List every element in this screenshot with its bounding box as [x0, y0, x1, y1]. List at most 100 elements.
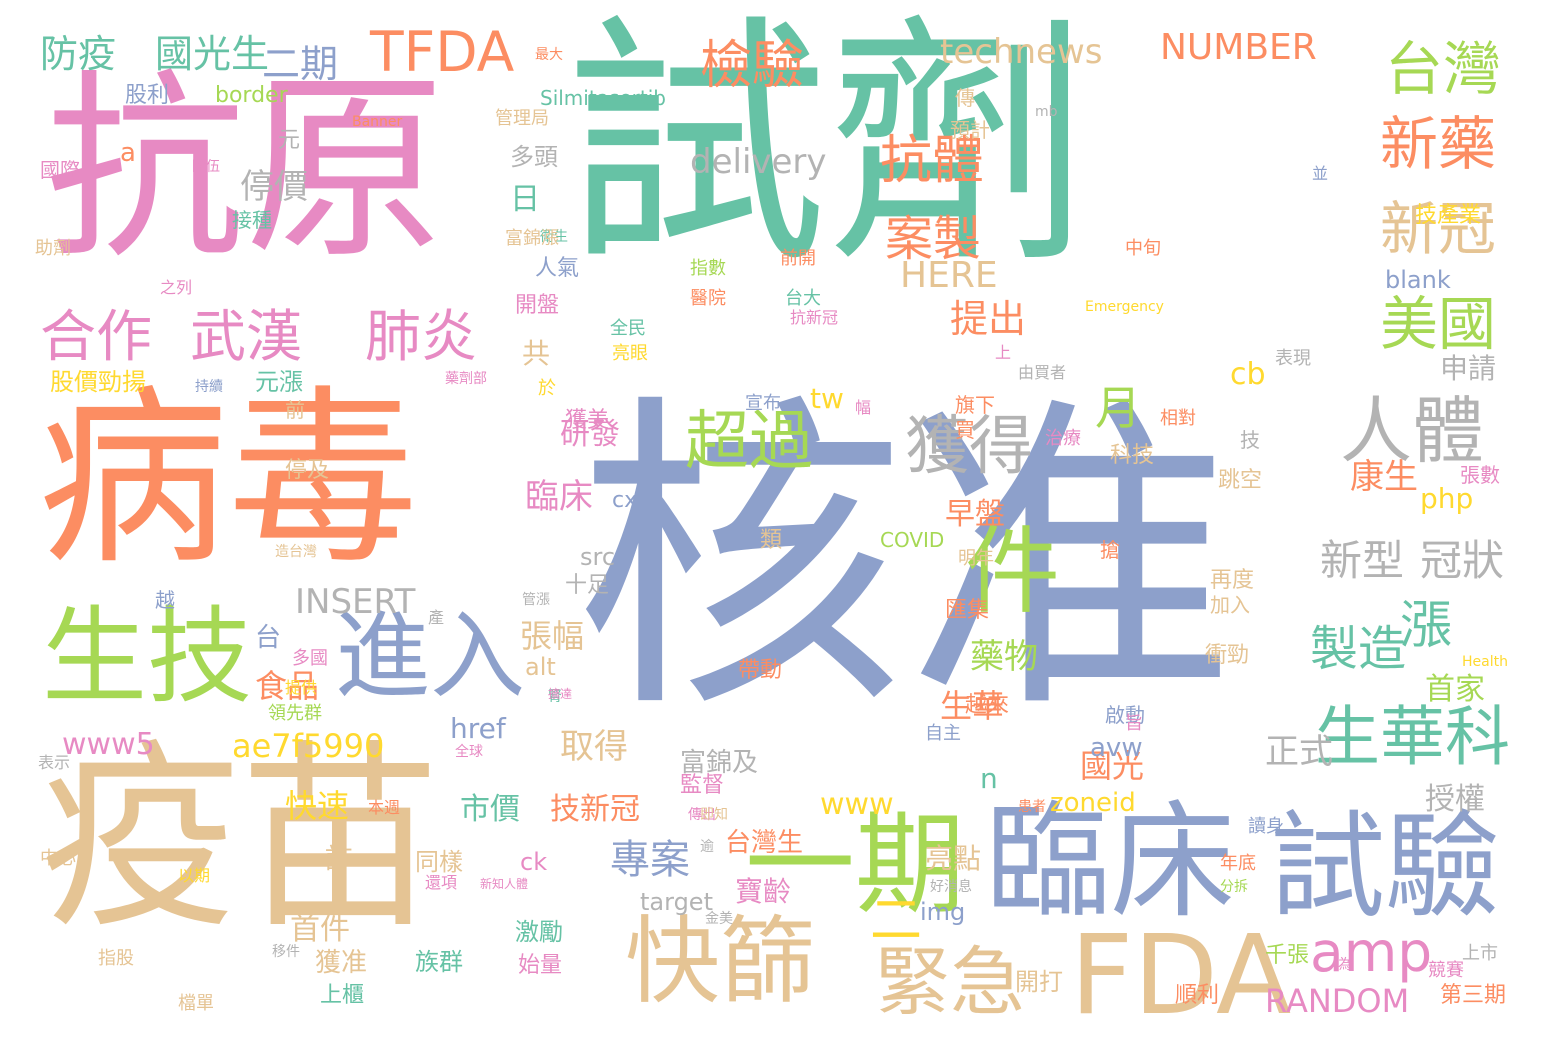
- cloud-word: 共: [522, 337, 551, 370]
- cloud-word: 技產業: [1415, 203, 1482, 228]
- cloud-word: zoneid: [1050, 788, 1136, 818]
- cloud-word: 旗下: [955, 393, 995, 417]
- cloud-word: 上: [995, 343, 1012, 362]
- cloud-word: 二期: [262, 42, 339, 86]
- cloud-word: 製造: [1310, 621, 1407, 677]
- cloud-word: 申請: [1440, 352, 1497, 385]
- cloud-word: 即知: [700, 807, 728, 823]
- cloud-word: 監督: [680, 773, 725, 798]
- cloud-word: RANDOM: [1265, 982, 1410, 1020]
- cloud-word: INSERT: [295, 582, 416, 622]
- cloud-word: 逾: [700, 839, 714, 855]
- cloud-word: 預計: [950, 118, 990, 142]
- cloud-word: COVID: [880, 528, 945, 552]
- cloud-word: 還項: [425, 873, 458, 892]
- cloud-word: 接種: [232, 208, 272, 232]
- cloud-word: 授權: [1425, 782, 1485, 817]
- cloud-word: img: [920, 898, 966, 926]
- cloud-word: avw: [1090, 733, 1143, 763]
- cloud-word: 旨: [1125, 713, 1143, 734]
- cloud-word: 除伍: [192, 159, 220, 175]
- cloud-word: 防疫: [40, 32, 117, 76]
- cloud-word: 檔單: [178, 993, 214, 1014]
- cloud-word: 明年: [958, 548, 994, 569]
- cloud-word: 亮眼: [612, 343, 648, 364]
- cloud-word: 科技: [1110, 443, 1155, 468]
- cloud-word: Emergency: [1085, 299, 1164, 315]
- cloud-word: TFDA: [370, 20, 515, 84]
- cloud-word: 好消息: [930, 879, 972, 895]
- cloud-word: href: [450, 712, 506, 745]
- cloud-word: 開盤: [515, 293, 560, 318]
- cloud-word: 領先群: [268, 703, 322, 724]
- cloud-word: 康生: [1350, 457, 1418, 497]
- cloud-word: 帶動: [738, 658, 783, 683]
- cloud-word: 提出: [950, 297, 1027, 341]
- cloud-word: 同樣: [415, 848, 463, 876]
- cloud-word: 買: [955, 418, 975, 442]
- cloud-word: Silmitasertib: [540, 86, 666, 110]
- cloud-word: 月: [1095, 381, 1141, 435]
- cloud-word: 中心: [40, 848, 76, 869]
- cloud-word: blank: [1385, 266, 1451, 294]
- cloud-word: 市價: [460, 792, 520, 827]
- cloud-word: 提供: [285, 678, 318, 697]
- cloud-word: FDA: [1070, 911, 1292, 1039]
- cloud-word: 表示: [38, 753, 71, 772]
- cloud-word: 停價: [240, 167, 308, 207]
- cloud-word: 管理局: [495, 108, 549, 129]
- cloud-word: 搶: [1100, 538, 1120, 562]
- cloud-word: 台灣: [1385, 35, 1502, 103]
- cloud-word: 越來: [965, 693, 1010, 718]
- cloud-word: 助劑: [35, 238, 71, 259]
- cloud-word: 持續: [195, 379, 223, 395]
- cloud-word: 件: [965, 517, 1061, 627]
- cloud-word: 專案: [610, 837, 690, 883]
- cloud-word: border: [215, 83, 288, 108]
- cloud-word: 抗體: [880, 131, 985, 191]
- cloud-word: 核准: [575, 368, 1235, 752]
- cloud-word: 美國: [1380, 290, 1497, 358]
- cloud-word: src: [580, 543, 616, 571]
- cloud-word: 研發: [560, 417, 620, 452]
- cloud-word: 宣布: [745, 393, 781, 414]
- cloud-word: mb: [1035, 104, 1058, 120]
- cloud-word: 試驗: [1270, 800, 1501, 934]
- cloud-word: 張幅: [520, 617, 585, 655]
- cloud-word: 始量: [518, 953, 563, 978]
- cloud-word: 冠狀: [1420, 536, 1505, 585]
- cloud-word: 合作: [40, 305, 152, 370]
- cloud-word: 國光生: [155, 32, 270, 76]
- cloud-word: a: [120, 138, 136, 168]
- cloud-word: 抗原: [45, 53, 446, 286]
- cloud-word: 新知人體: [480, 877, 529, 891]
- cloud-word: 元: [278, 128, 301, 153]
- cloud-word: 表現: [1275, 348, 1311, 369]
- cloud-word: 疫苗: [40, 723, 441, 956]
- cloud-word: 試劑: [565, 0, 1089, 298]
- cloud-word: 十足: [565, 573, 610, 598]
- cloud-word: 取得: [560, 727, 628, 767]
- cloud-word: 食品: [255, 667, 320, 705]
- cloud-word: 快速: [285, 787, 350, 825]
- cloud-word: 臨床: [985, 790, 1235, 935]
- cloud-word: 順利: [1175, 983, 1220, 1008]
- cloud-word: 全民: [610, 318, 646, 339]
- cloud-word: tw: [810, 382, 844, 415]
- cloud-word: HERE: [900, 255, 998, 296]
- cloud-word: 抗新冠: [790, 308, 839, 327]
- cloud-word: ck: [520, 848, 548, 876]
- cloud-word: 一期: [745, 801, 965, 929]
- cloud-word: 醫院: [690, 288, 726, 309]
- cloud-word: 幅: [855, 398, 872, 417]
- cloud-word: 衛生: [540, 229, 568, 245]
- cloud-word: 漲: [1400, 596, 1453, 656]
- cloud-word: 獲得: [905, 410, 1033, 484]
- cloud-word: 台大: [785, 288, 821, 309]
- cloud-word: delivery: [690, 142, 827, 182]
- cloud-word: 加入: [1210, 593, 1250, 617]
- cloud-word: 寶齡: [735, 875, 792, 908]
- cloud-word: 快篩: [625, 907, 816, 1017]
- cloud-word: 新藥: [1380, 110, 1497, 178]
